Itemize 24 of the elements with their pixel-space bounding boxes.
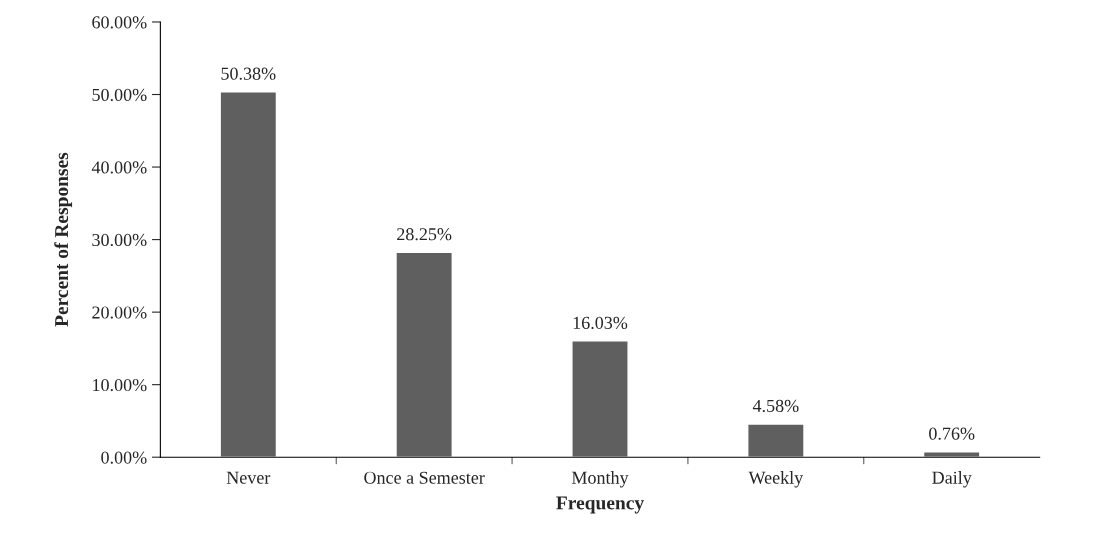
y-tick-label: 10.00% [93,378,147,392]
data-label: 4.58% [752,399,799,413]
y-tick-label: 20.00% [92,306,147,319]
x-tick-label: Daily [932,471,972,488]
data-label: 16.03% [573,316,628,330]
y-tick-label: 60.00% [92,16,147,29]
data-label: 0.76% [929,427,975,440]
y-tick-label: 40.00% [91,161,147,174]
x-axis-title: Frequency [556,496,644,514]
bar [922,451,981,458]
x-tick-label: Monthy [571,471,629,488]
bar [395,251,453,458]
bar [747,423,805,458]
y-axis-title: Percent of Responses [54,152,73,327]
x-tick-label: Weekly [748,471,804,488]
y-tick-label: 50.00% [92,88,147,102]
data-label: 28.25% [397,228,452,241]
bar [219,91,278,458]
bar [571,340,629,458]
x-tick-label: Never [226,471,271,484]
x-tick-label: Once a Semester [364,471,485,484]
y-tick-label: 30.00% [92,233,147,247]
y-tick-label: 0.00% [101,451,147,464]
data-label: 50.38% [221,67,276,80]
